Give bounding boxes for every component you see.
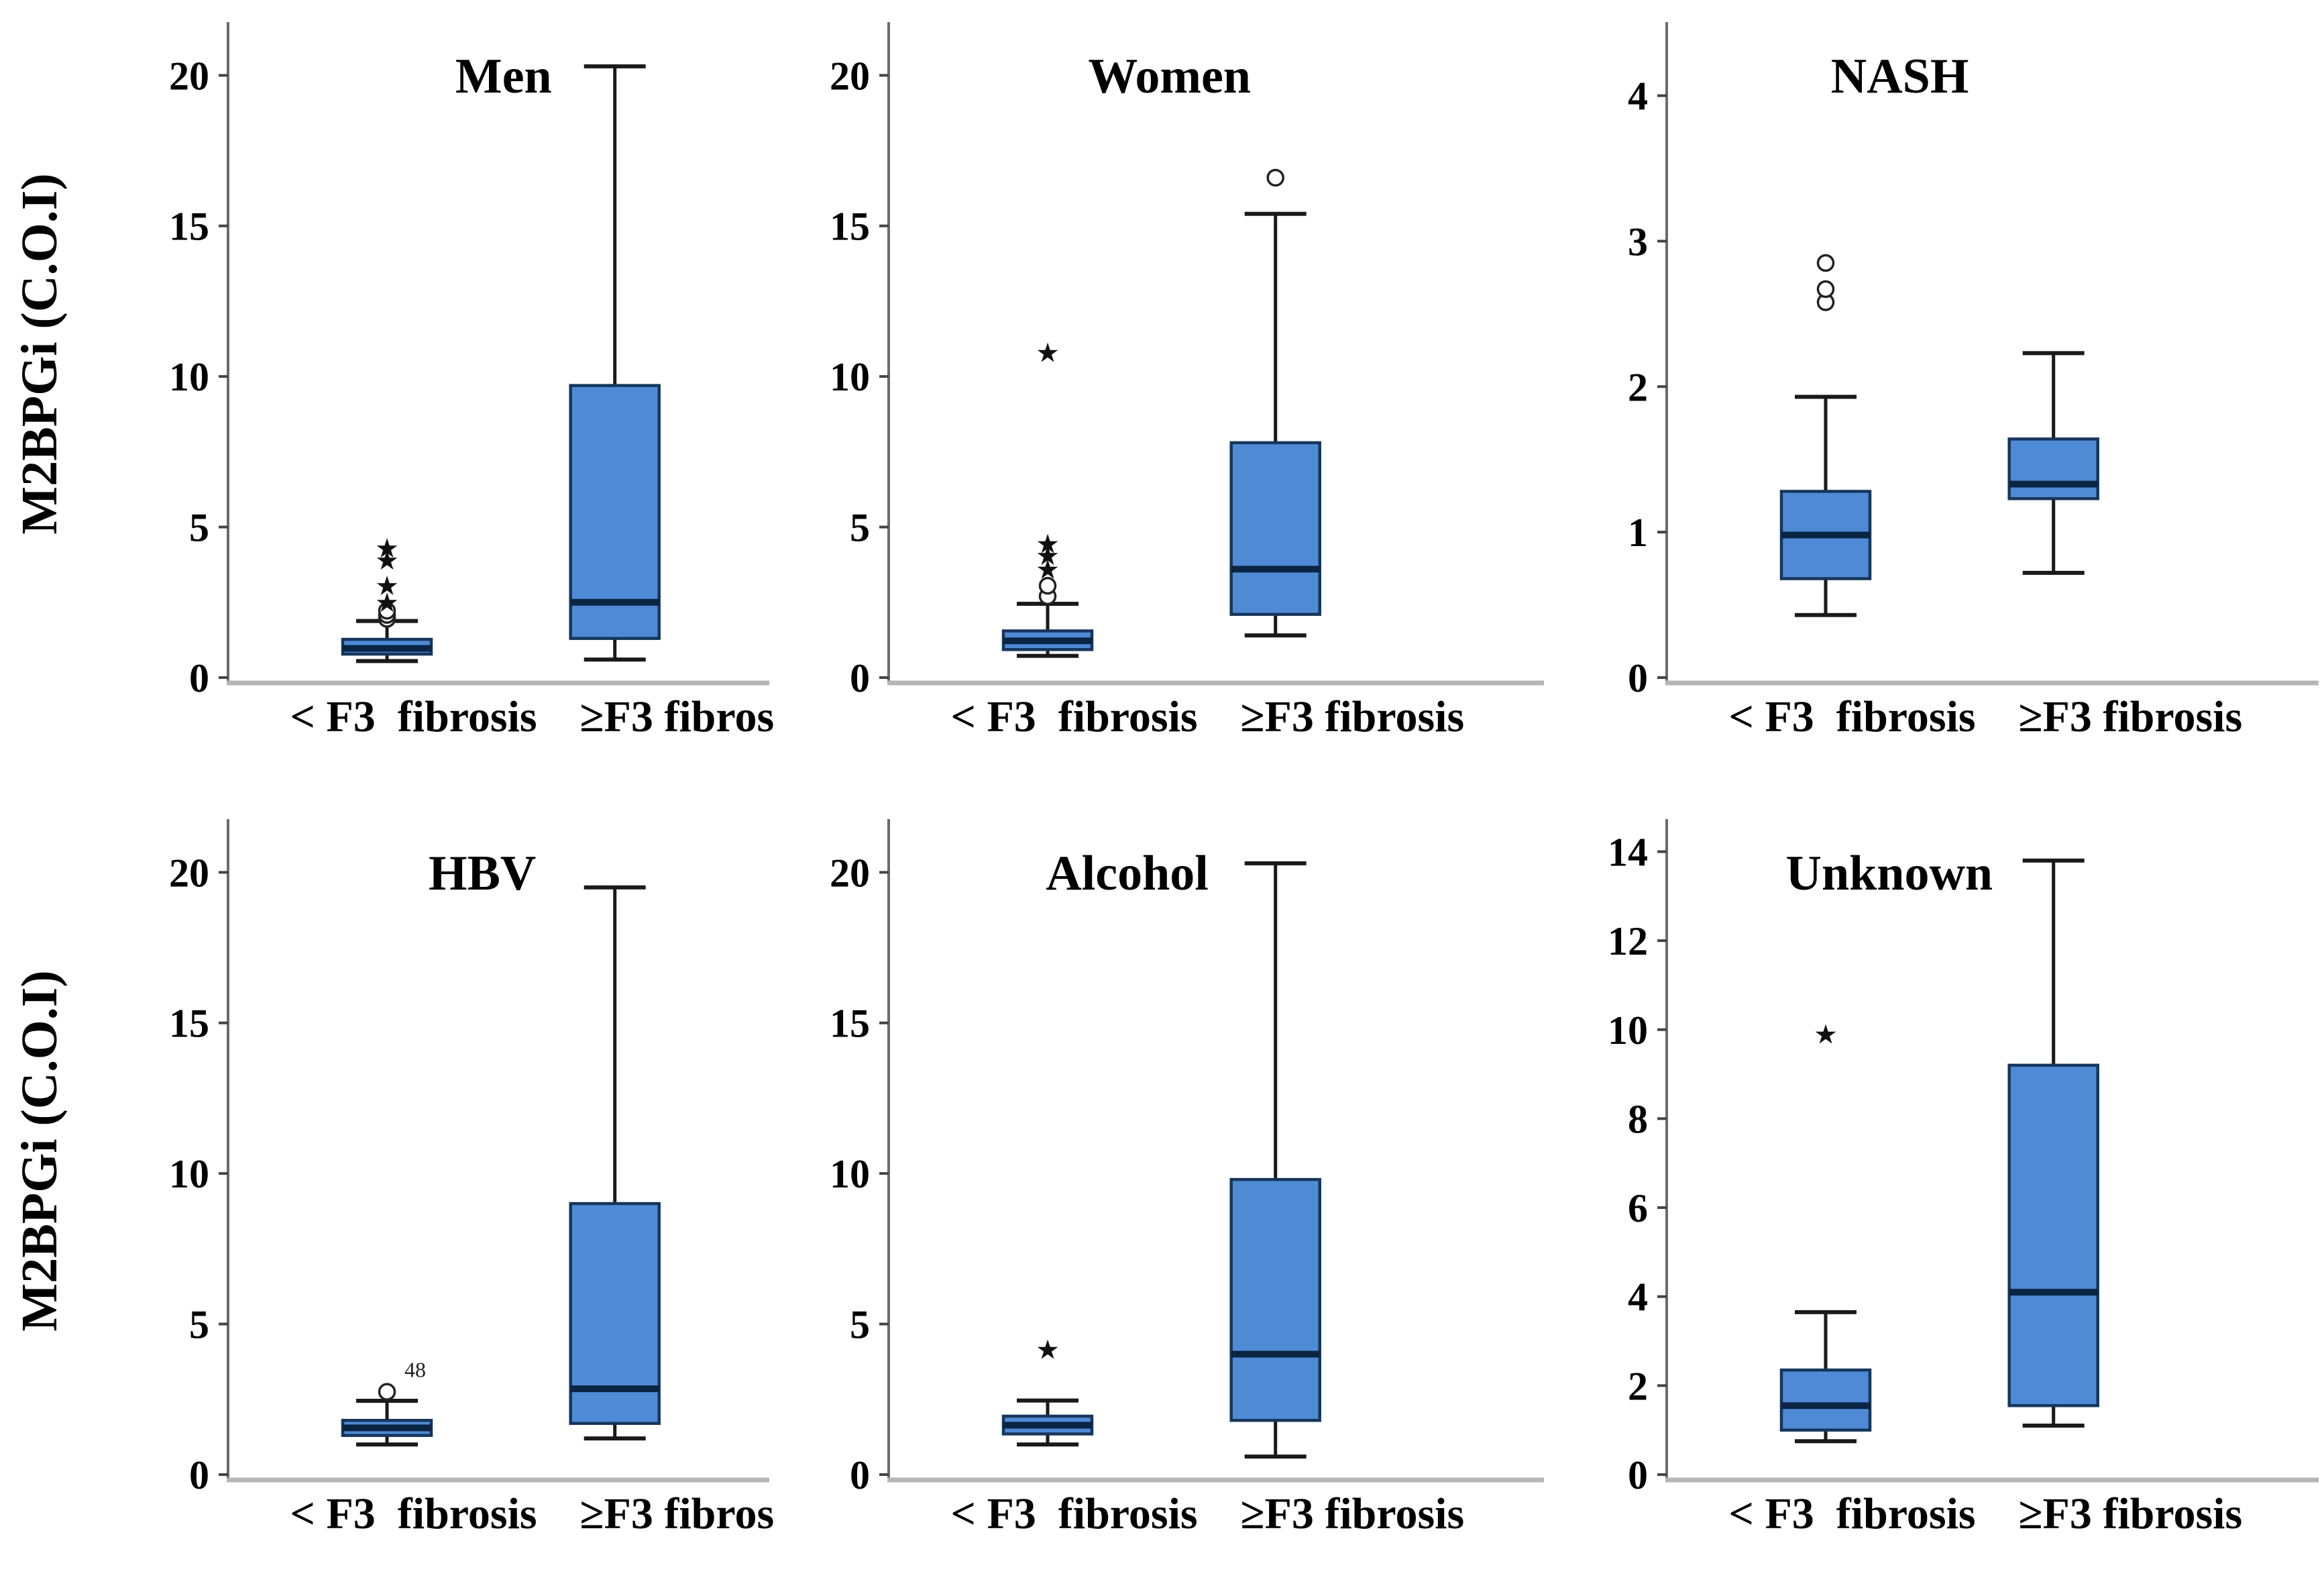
boxplot-svg-hbv: M2BPGi (C.O.I) 0 5 10 15 20 HBV 48 < F3 fibrosis… xyxy=(11,819,775,1538)
y-tick-label: 15 xyxy=(169,205,209,249)
y-tick-label: 4 xyxy=(1628,1275,1648,1320)
panel-hbv: M2BPGi (C.O.I) 0 5 10 15 20 HBV 48 < F3 fibrosis… xyxy=(0,797,775,1594)
iqr-box xyxy=(1229,1177,1321,1422)
x-category-label: < F3 fibrosis xyxy=(1728,692,1975,741)
outlier-star: ★ xyxy=(375,533,399,564)
outlier-circle xyxy=(1266,168,1284,187)
y-tick-label: 8 xyxy=(1628,1097,1648,1141)
outlier-star: ★ xyxy=(1036,541,1060,572)
outlier-star: ★ xyxy=(375,545,399,576)
y-tick-label: 20 xyxy=(830,54,870,98)
iqr-box xyxy=(1779,1368,1872,1432)
y-tick-label: 20 xyxy=(169,851,209,895)
iqr-box xyxy=(1229,441,1321,616)
outlier-circle xyxy=(378,1383,396,1401)
outlier-label: 48 xyxy=(404,1358,426,1382)
outlier-star: ★ xyxy=(1036,1335,1060,1366)
y-tick-label: 20 xyxy=(830,851,870,895)
outlier-star: ★ xyxy=(1814,1019,1838,1050)
y-tick-label: 0 xyxy=(1628,656,1648,700)
x-category-label: ≥F3 fibrosis xyxy=(1240,1489,1464,1538)
boxplot-svg-alcohol: 0 5 10 15 20 Alcohol ★ < F3 fibrosis ≥F3 fibrosi… xyxy=(830,819,1544,1538)
outlier-circle xyxy=(378,602,396,620)
x-category-label: < F3 fibrosis xyxy=(290,692,537,741)
panel-alcohol: 0 5 10 15 20 Alcohol ★ < F3 fibrosis ≥F3 fibrosi… xyxy=(775,797,1549,1594)
y-tick-label: 5 xyxy=(189,1303,209,1347)
y-tick-label: 1 xyxy=(1628,511,1648,555)
y-tick-label: 0 xyxy=(1628,1453,1648,1497)
outlier-circle xyxy=(1038,576,1057,595)
outlier-star: ★ xyxy=(1036,529,1060,560)
y-tick-label: 20 xyxy=(169,54,209,98)
y-axis-title: M2BPGi (C.O.I) xyxy=(11,173,68,534)
panel-title: NASH xyxy=(1831,49,1969,104)
iqr-box xyxy=(2007,1063,2099,1407)
panel-unknown: 0 2 4 6 8 10 12 14 Unknown ★ < F3 fibrosis ≥F3 fibr… xyxy=(1549,797,2324,1594)
y-tick-label: 5 xyxy=(850,1303,870,1347)
y-tick-label: 2 xyxy=(1628,365,1648,409)
x-category-label: ≥F3 fibrosis xyxy=(2018,1489,2242,1538)
panel-women: 0 5 10 15 20 Women ★ ★ ★ ★ < F3 fibrosis ≥F3 fibros… xyxy=(775,0,1549,797)
y-tick-label: 0 xyxy=(189,656,209,700)
y-tick-label: 10 xyxy=(169,355,209,399)
boxplot-svg-nash: 0 1 2 3 4 NASH < F3 fibrosis ≥F3 fibrosis xyxy=(1628,22,2319,741)
outlier-star: ★ xyxy=(1036,554,1060,585)
y-tick-label: 2 xyxy=(1628,1364,1648,1408)
y-tick-label: 10 xyxy=(1608,1008,1648,1053)
y-tick-label: 0 xyxy=(850,656,870,700)
y-tick-label: 15 xyxy=(830,1002,870,1046)
y-tick-label: 12 xyxy=(1608,919,1648,963)
y-tick-label: 5 xyxy=(850,506,870,550)
x-category-label: < F3 fibrosis xyxy=(950,692,1197,741)
panel-title: Men xyxy=(455,49,552,104)
y-tick-label: 5 xyxy=(189,506,209,550)
y-tick-label: 15 xyxy=(169,1002,209,1046)
x-category-label: ≥F3 fibrosis xyxy=(1240,692,1464,741)
x-category-label: ≥F3 fibrosis xyxy=(579,692,775,741)
boxplot-svg-unknown: 0 2 4 6 8 10 12 14 Unknown ★ < F3 fibrosis ≥F3 fibr… xyxy=(1608,819,2319,1538)
panel-title: Women xyxy=(1088,49,1251,104)
panel-title: HBV xyxy=(429,846,536,901)
iqr-box xyxy=(569,384,661,640)
x-category-label: < F3 fibrosis xyxy=(950,1489,1197,1538)
y-tick-label: 15 xyxy=(830,205,870,249)
panel-nash: 0 1 2 3 4 NASH < F3 fibrosis ≥F3 fibrosis xyxy=(1549,0,2324,797)
outlier-circle xyxy=(1816,280,1835,299)
panel-men: M2BPGi (C.O.I) 0 5 10 15 20 Men ★ ★ ★ ★ < F3 fibros… xyxy=(0,0,775,797)
outlier-star: ★ xyxy=(375,588,399,619)
y-tick-label: 0 xyxy=(850,1453,870,1497)
y-tick-label: 14 xyxy=(1608,830,1648,874)
x-category-label: < F3 fibrosis xyxy=(290,1489,537,1538)
panel-title: Unknown xyxy=(1786,846,1993,901)
y-tick-label: 0 xyxy=(189,1453,209,1497)
y-tick-label: 6 xyxy=(1628,1186,1648,1230)
y-tick-label: 10 xyxy=(830,1152,870,1196)
outlier-circle xyxy=(1816,254,1835,272)
y-axis-title: M2BPGi (C.O.I) xyxy=(11,970,68,1331)
y-tick-label: 10 xyxy=(830,355,870,399)
x-category-label: ≥F3 fibrosis xyxy=(579,1489,775,1538)
y-tick-label: 4 xyxy=(1628,74,1648,119)
outlier-star: ★ xyxy=(375,571,399,602)
x-category-label: < F3 fibrosis xyxy=(1728,1489,1975,1538)
iqr-box xyxy=(2007,437,2099,500)
y-tick-label: 3 xyxy=(1628,219,1648,264)
x-category-label: ≥F3 fibrosis xyxy=(2018,692,2242,741)
panel-title: Alcohol xyxy=(1046,846,1209,901)
outlier-star: ★ xyxy=(1036,337,1060,368)
y-tick-label: 10 xyxy=(169,1152,209,1196)
